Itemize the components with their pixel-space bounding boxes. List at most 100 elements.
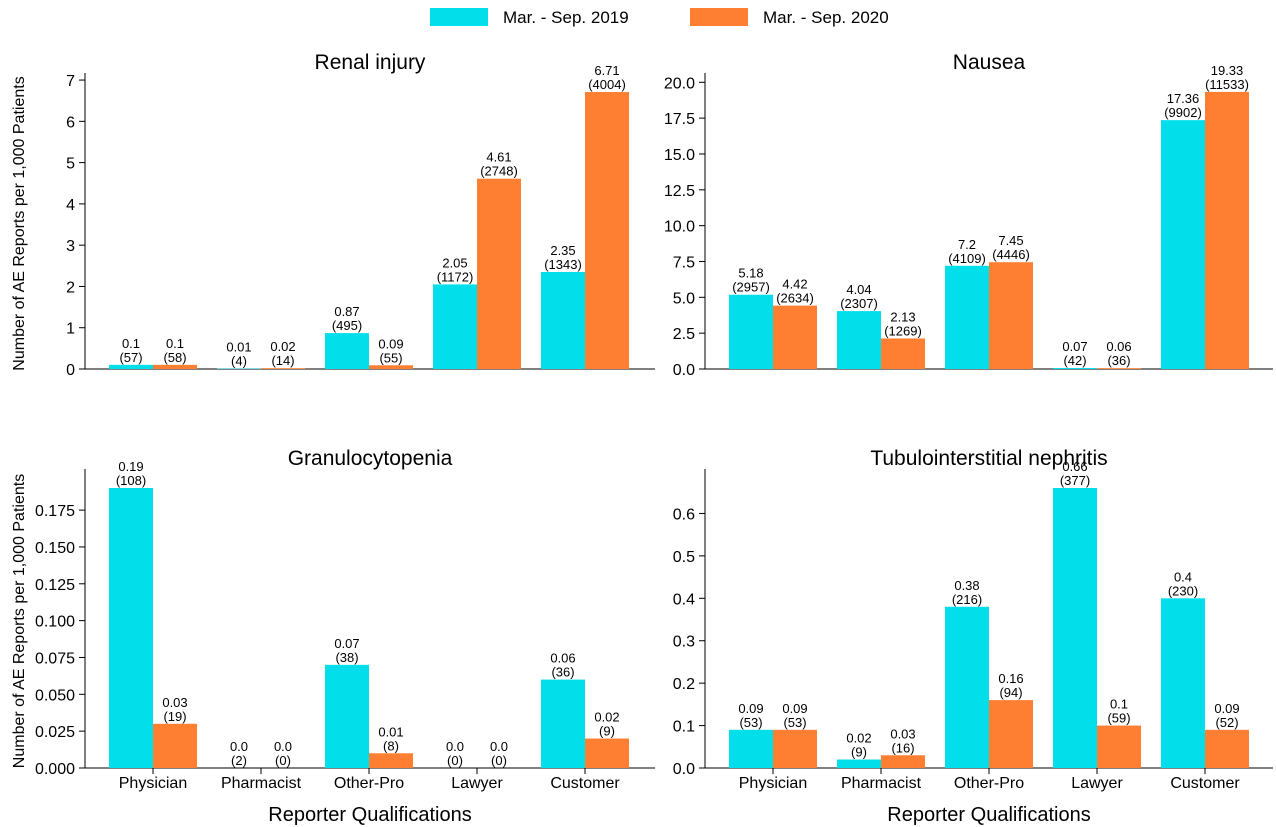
bar (1161, 120, 1205, 369)
y-axis-label: Number of AE Reports per 1,000 Patients (11, 76, 28, 370)
bar (1205, 729, 1249, 768)
x-tick-label: Pharmacist (221, 775, 302, 792)
data-label: 0.03 (162, 695, 187, 710)
data-label: 17.36 (1167, 91, 1200, 106)
count-label: (0) (275, 753, 291, 768)
data-label: 4.04 (846, 282, 871, 297)
y-tick-label: 1 (66, 321, 75, 338)
bar (541, 272, 585, 369)
count-label: (36) (1107, 353, 1130, 368)
data-label: 0.09 (782, 701, 807, 716)
data-label: 0.06 (1106, 339, 1131, 354)
chart-title: Renal injury (315, 51, 426, 74)
y-tick-label: 7.5 (673, 254, 695, 271)
y-tick-label: 5.0 (673, 290, 695, 307)
bar (477, 178, 521, 369)
count-label: (216) (952, 592, 982, 607)
data-label: 0.1 (166, 336, 184, 351)
bar (1053, 367, 1097, 369)
count-label: (377) (1060, 473, 1090, 488)
data-label: 0.1 (122, 336, 140, 351)
y-tick-label: 10.0 (664, 219, 695, 236)
y-tick-label: 0.6 (673, 506, 695, 523)
bar (585, 738, 629, 768)
bar (837, 311, 881, 369)
y-tick-label: 2.5 (673, 326, 695, 343)
x-tick-label: Physician (119, 775, 187, 792)
data-label: 0.0 (490, 739, 508, 754)
bar (945, 606, 989, 768)
data-label: 19.33 (1211, 63, 1244, 78)
data-label: 7.2 (958, 237, 976, 252)
bar (369, 365, 413, 369)
y-tick-label: 0.4 (673, 591, 695, 608)
data-label: 0.0 (446, 739, 464, 754)
count-label: (9902) (1164, 105, 1202, 120)
x-tick-label: Other-Pro (954, 775, 1024, 792)
count-label: (55) (379, 350, 402, 365)
count-label: (1269) (884, 323, 922, 338)
count-label: (108) (116, 473, 146, 488)
x-axis-label: Reporter Qualifications (268, 804, 471, 826)
x-axis-label: Reporter Qualifications (887, 804, 1090, 826)
y-tick-label: 0.175 (35, 503, 75, 520)
count-label: (53) (783, 715, 806, 730)
y-tick-label: 0.3 (673, 634, 695, 651)
count-label: (14) (271, 353, 294, 368)
data-label: 0.01 (226, 340, 251, 355)
data-label: 0.02 (270, 339, 295, 354)
y-tick-label: 0.5 (673, 549, 695, 566)
count-label: (9) (851, 745, 867, 760)
x-tick-label: Lawyer (1071, 775, 1123, 792)
count-label: (2748) (480, 164, 518, 179)
count-label: (1343) (544, 257, 582, 272)
y-tick-label: 0.075 (35, 650, 75, 667)
data-label: 2.05 (442, 255, 467, 270)
bar (989, 262, 1033, 369)
y-tick-label: 0.025 (35, 724, 75, 741)
y-tick-label: 0.1 (673, 719, 695, 736)
bar (1205, 91, 1249, 370)
y-tick-label: 12.5 (664, 183, 695, 200)
count-label: (4446) (992, 247, 1030, 262)
count-label: (230) (1168, 583, 1198, 598)
bar (837, 759, 881, 768)
data-label: 0.06 (550, 651, 575, 666)
chart-title: Tubulointerstitial nephritis (870, 447, 1107, 470)
chart-title: Granulocytopenia (288, 447, 453, 470)
bar (325, 664, 369, 768)
bar (369, 753, 413, 768)
count-label: (2) (231, 753, 247, 768)
bar (153, 723, 197, 768)
data-label: 0.19 (118, 459, 143, 474)
x-tick-label: Customer (550, 775, 620, 792)
data-label: 0.07 (1062, 339, 1087, 354)
bar (881, 755, 925, 768)
bar (729, 294, 773, 369)
data-label: 0.09 (378, 336, 403, 351)
data-label: 0.09 (738, 701, 763, 716)
data-label: 0.16 (998, 671, 1023, 686)
count-label: (42) (1063, 353, 1086, 368)
x-tick-label: Customer (1170, 775, 1240, 792)
bar (433, 284, 477, 369)
count-label: (8) (383, 738, 399, 753)
bar (773, 305, 817, 369)
y-tick-label: 2 (66, 279, 75, 296)
x-tick-label: Other-Pro (334, 775, 404, 792)
bar (1053, 488, 1097, 768)
data-label: 0.03 (890, 726, 915, 741)
bar (153, 364, 197, 369)
data-label: 0.09 (1214, 701, 1239, 716)
bar (729, 729, 773, 768)
y-axis-label: Number of AE Reports per 1,000 Patients (11, 474, 28, 768)
count-label: (38) (335, 650, 358, 665)
data-label: 5.18 (738, 266, 763, 281)
y-tick-label: 0.2 (673, 676, 695, 693)
bar (1161, 598, 1205, 768)
data-label: 0.02 (594, 710, 619, 725)
count-label: (58) (163, 350, 186, 365)
data-label: 0.66 (1062, 459, 1087, 474)
count-label: (495) (332, 318, 362, 333)
count-label: (94) (999, 685, 1022, 700)
